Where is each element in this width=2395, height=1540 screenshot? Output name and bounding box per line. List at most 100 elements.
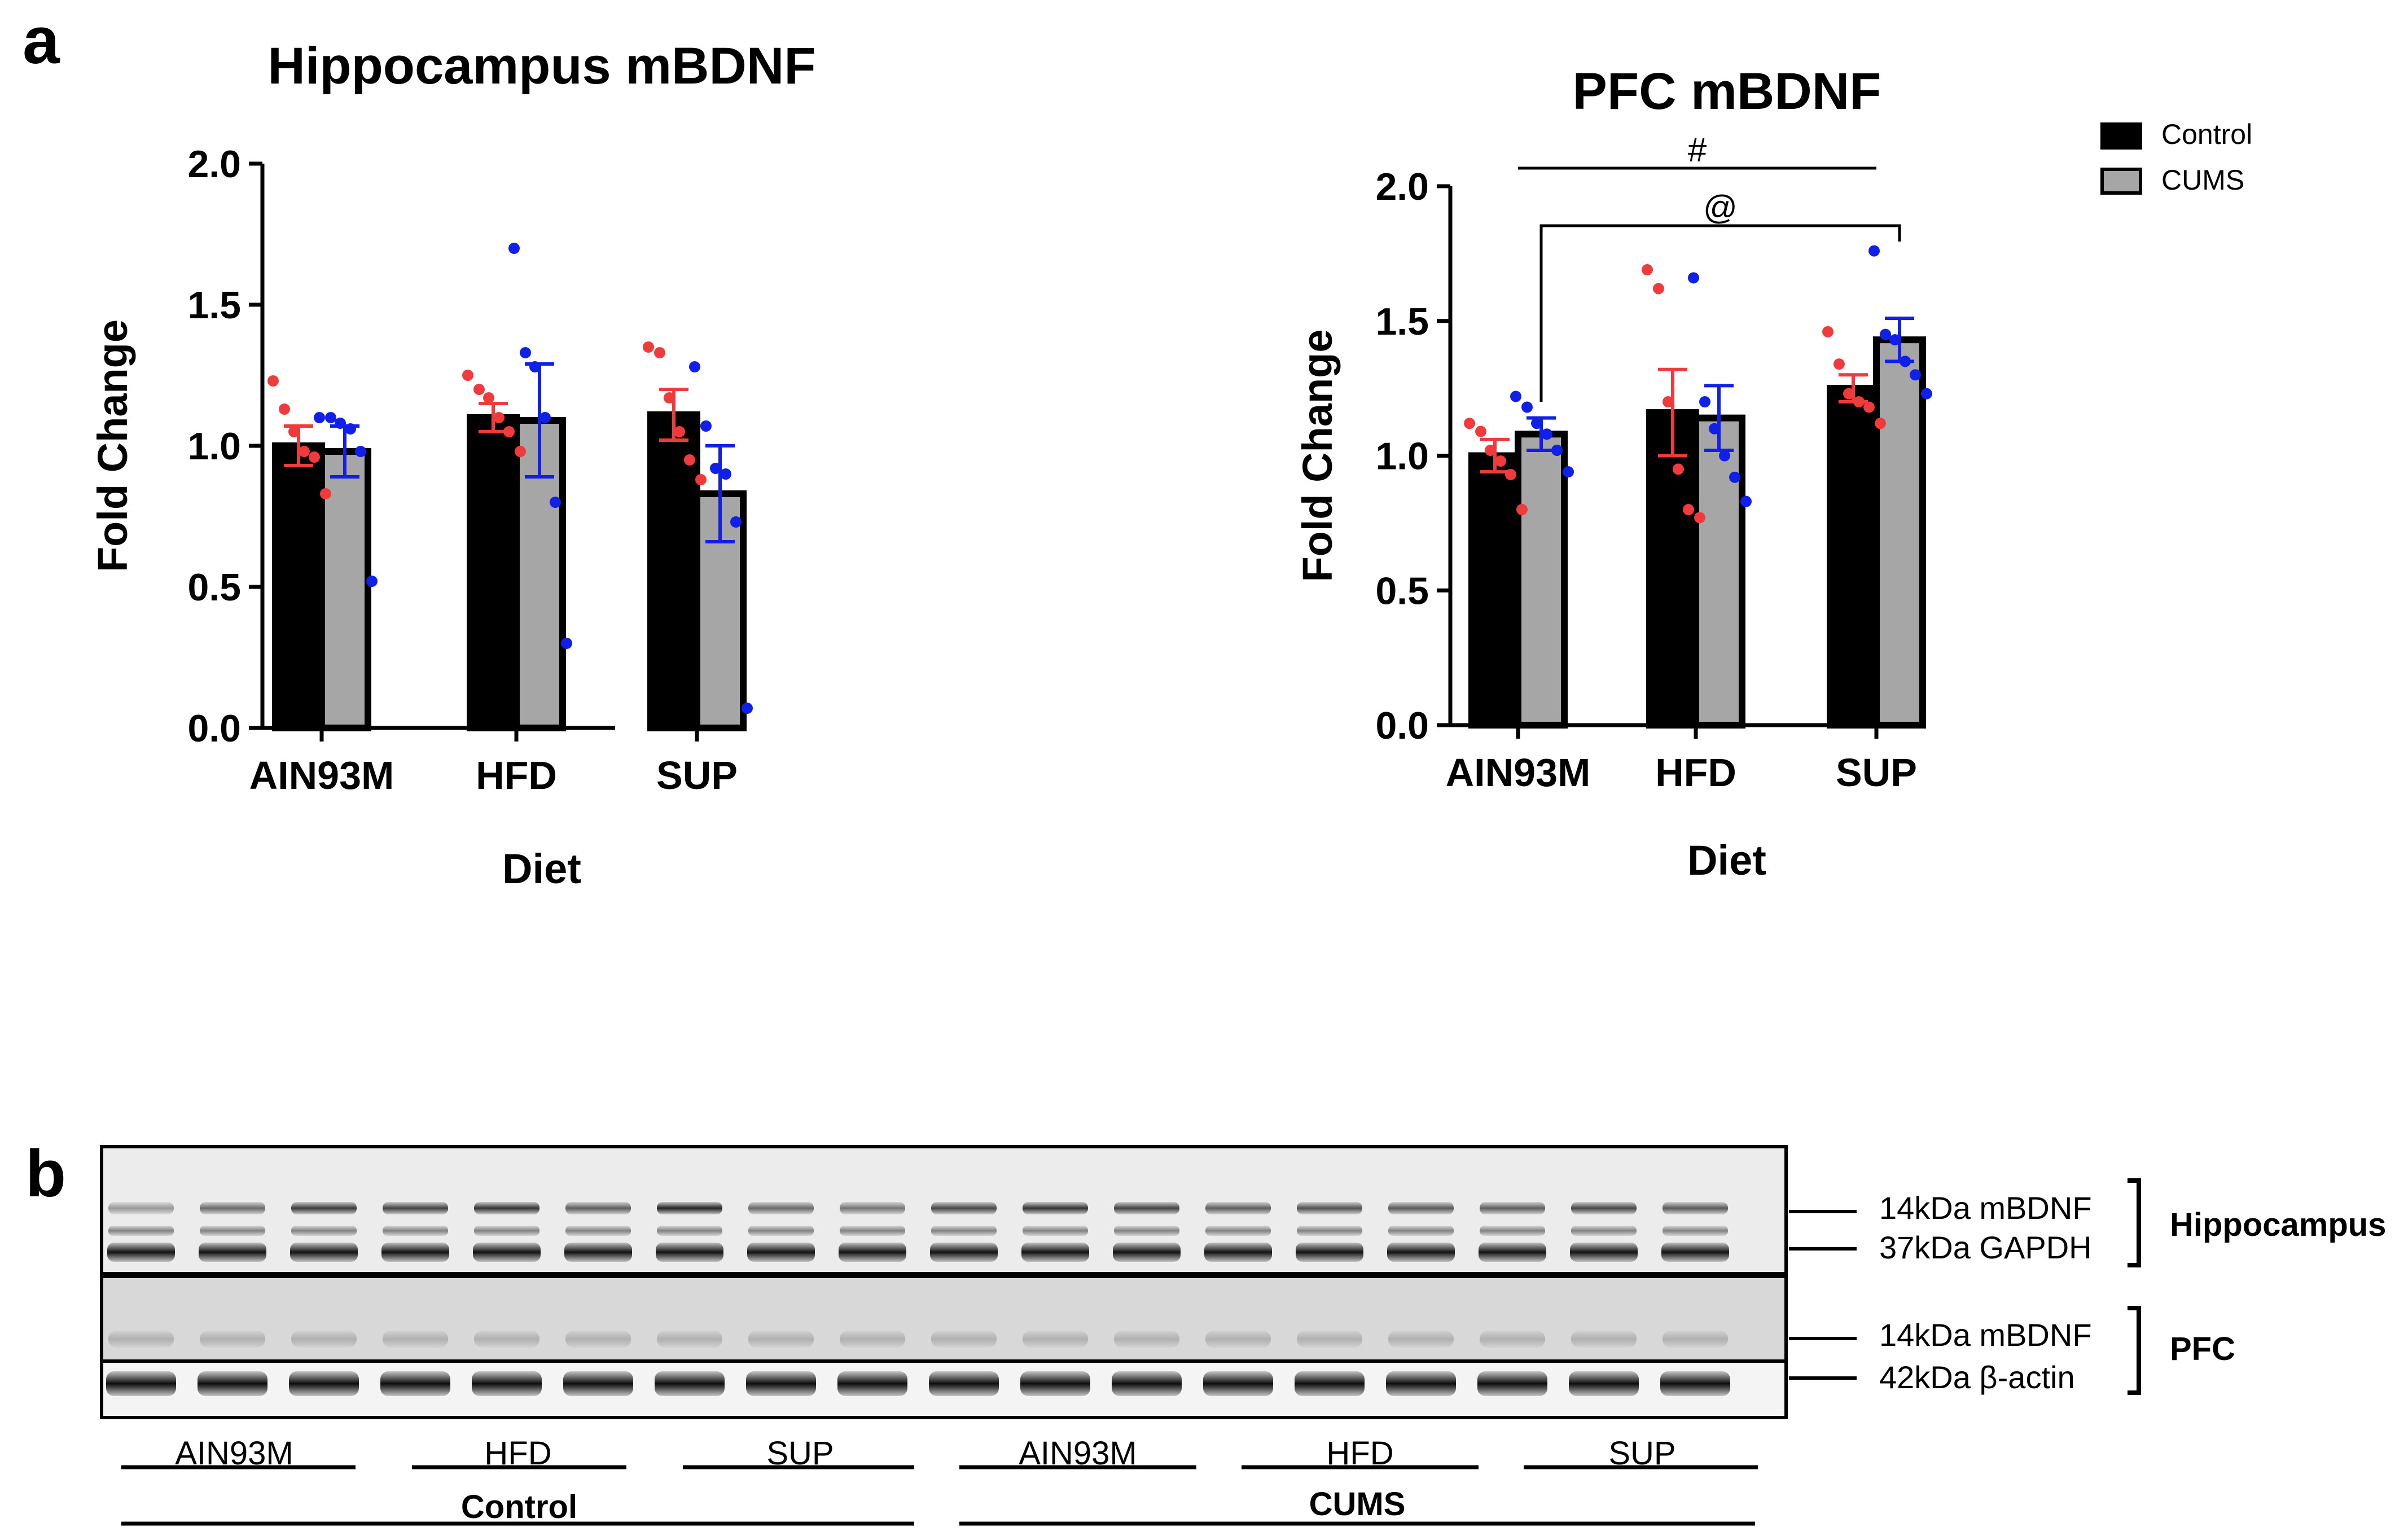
data-point-control bbox=[1475, 425, 1486, 437]
data-point-cums bbox=[355, 446, 366, 457]
blot-hippocampus-bands bbox=[107, 1202, 1729, 1262]
x-axis-label: Diet bbox=[1687, 837, 1766, 884]
band-actin bbox=[1386, 1371, 1456, 1396]
band-hip-mbdnf bbox=[291, 1202, 357, 1214]
data-point-cums bbox=[1910, 369, 1921, 381]
band-gapdh bbox=[564, 1243, 632, 1262]
band-pfc-mbdnf bbox=[1480, 1331, 1545, 1348]
band-gapdh bbox=[1479, 1243, 1546, 1262]
band-pfc-mbdnf bbox=[1663, 1331, 1728, 1348]
y-axis-label: Fold Change bbox=[89, 319, 136, 572]
data-point-control bbox=[1843, 388, 1854, 400]
band-hip-upper-gapdh bbox=[1663, 1226, 1728, 1236]
data-point-cums bbox=[1563, 466, 1574, 478]
data-point-control bbox=[674, 426, 685, 437]
data-point-control bbox=[1683, 504, 1694, 515]
data-point-cums bbox=[1709, 423, 1720, 435]
band-gapdh bbox=[930, 1243, 998, 1262]
lane-group-labels: AIN93M HFD SUP AIN93M HFD SUP bbox=[121, 1435, 1758, 1472]
x-tick-label: HFD bbox=[1655, 751, 1736, 795]
data-point-cums bbox=[345, 423, 356, 435]
data-point-cums bbox=[550, 497, 561, 508]
condition-label-cums: CUMS bbox=[1309, 1486, 1406, 1523]
panel-label-b: b bbox=[25, 1137, 66, 1211]
data-point-cums bbox=[1880, 328, 1891, 340]
x-tick-label: HFD bbox=[476, 753, 557, 797]
data-point-control bbox=[1505, 468, 1516, 480]
data-point-control bbox=[473, 384, 485, 395]
bar-control-sup bbox=[1827, 385, 1880, 729]
band-actin bbox=[1203, 1371, 1273, 1396]
data-point-cums bbox=[1551, 444, 1563, 456]
bar-cums-sup bbox=[1873, 336, 1926, 729]
band-hip-upper-gapdh bbox=[474, 1226, 539, 1236]
bar-cums-hfd bbox=[1692, 414, 1745, 729]
data-point-control bbox=[643, 341, 654, 353]
data-point-cums bbox=[720, 468, 731, 480]
band-pfc-mbdnf bbox=[383, 1331, 448, 1348]
significance-bracket-at bbox=[1539, 224, 1901, 402]
legend-label-cums: CUMS bbox=[2161, 164, 2244, 196]
band-hip-mbdnf bbox=[1114, 1202, 1179, 1214]
data-point-cums bbox=[1521, 401, 1533, 413]
data-point-cums bbox=[1688, 272, 1699, 284]
band-actin bbox=[1569, 1371, 1639, 1396]
band-hip-upper-gapdh bbox=[1480, 1226, 1545, 1236]
significance-symbol-at: @ bbox=[1703, 188, 1738, 226]
data-point-control bbox=[1495, 455, 1506, 467]
band-hip-upper-gapdh bbox=[840, 1226, 905, 1236]
band-hip-mbdnf bbox=[748, 1202, 814, 1214]
data-point-control bbox=[654, 347, 665, 358]
bar-control-ain93m bbox=[1468, 452, 1521, 729]
band-actin bbox=[1295, 1371, 1365, 1396]
band-hip-mbdnf bbox=[1480, 1202, 1545, 1214]
band-gapdh bbox=[1021, 1243, 1089, 1262]
y-tick-label: 0.5 bbox=[187, 566, 241, 609]
band-actin bbox=[1477, 1371, 1547, 1396]
band-actin bbox=[563, 1371, 633, 1396]
panel-label-a: a bbox=[23, 3, 60, 78]
bracket-pfc bbox=[2128, 1306, 2141, 1395]
band-gapdh bbox=[747, 1243, 815, 1262]
data-point-cums bbox=[1531, 418, 1542, 429]
band-pfc-mbdnf bbox=[748, 1331, 814, 1348]
x-tick-label: AIN93M bbox=[1446, 751, 1591, 795]
data-point-cums bbox=[710, 463, 721, 474]
data-point-cums bbox=[366, 576, 378, 587]
band-hip-mbdnf bbox=[474, 1202, 539, 1214]
band-actin bbox=[198, 1371, 267, 1396]
bar-control-hfd bbox=[467, 414, 520, 731]
data-point-control bbox=[1875, 418, 1886, 429]
data-point-control bbox=[1516, 504, 1528, 515]
western-blot: 14kDa mBDNF 37kDa GAPDH 14kDa mBDNF 42kD… bbox=[100, 1145, 2387, 1526]
data-point-cums bbox=[1900, 356, 1911, 367]
data-point-cums bbox=[1719, 450, 1730, 462]
band-actin bbox=[472, 1371, 542, 1396]
band-gapdh bbox=[1204, 1243, 1272, 1262]
band-label-hip-mbdnf: 14kDa mBDNF bbox=[1879, 1190, 2092, 1226]
data-point-cums bbox=[1889, 334, 1901, 346]
band-gapdh bbox=[381, 1243, 449, 1262]
band-gapdh bbox=[1296, 1243, 1363, 1262]
band-actin bbox=[380, 1371, 450, 1396]
bar-cums-ain93m bbox=[1515, 431, 1568, 729]
band-actin bbox=[837, 1371, 907, 1396]
pfc-chart: PFC mBDNF Diet Fold Change AIN93M HFD SUP 0.0 0… bbox=[1294, 63, 1932, 884]
band-hip-upper-gapdh bbox=[748, 1226, 814, 1236]
band-hip-upper-gapdh bbox=[383, 1226, 448, 1236]
data-point-control bbox=[1822, 326, 1833, 337]
data-point-control bbox=[1642, 264, 1653, 276]
data-point-cums bbox=[700, 420, 712, 432]
band-hip-mbdnf bbox=[1571, 1202, 1637, 1214]
data-point-cums bbox=[325, 412, 336, 423]
band-pfc-mbdnf bbox=[1023, 1331, 1088, 1348]
band-gapdh bbox=[839, 1243, 906, 1262]
data-point-cums bbox=[742, 703, 753, 714]
y-tick-label: 2.0 bbox=[1375, 165, 1429, 208]
band-hip-mbdnf bbox=[657, 1202, 722, 1214]
y-tick-label: 0.0 bbox=[187, 707, 241, 750]
band-actin bbox=[929, 1371, 999, 1396]
band-hip-upper-gapdh bbox=[1023, 1226, 1088, 1236]
data-point-cums bbox=[1510, 391, 1521, 402]
band-hip-mbdnf bbox=[200, 1202, 265, 1214]
